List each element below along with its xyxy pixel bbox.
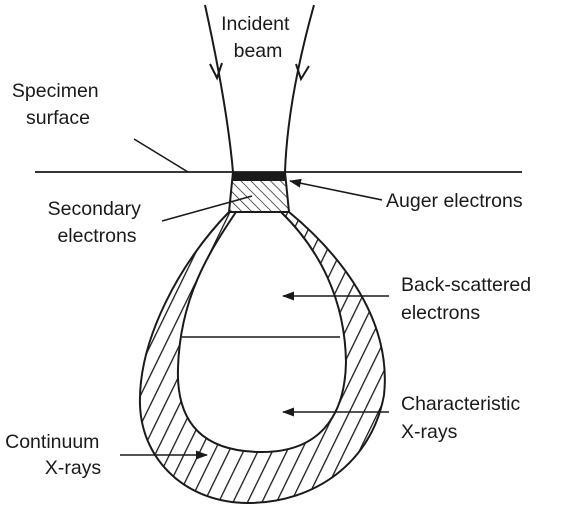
auger-electrons-label: Auger electrons	[386, 190, 523, 212]
incident-beam-label: Incident beam	[221, 13, 295, 62]
auger-electron-layer	[233, 172, 285, 181]
specimen-surface-pointer	[134, 139, 188, 172]
characteristic-xrays-label: Characteristic X-rays	[401, 393, 526, 443]
auger-electrons-pointer	[290, 181, 382, 200]
specimen-surface-label: Specimen surface	[12, 80, 104, 129]
secondary-electrons-label: Secondary electrons	[48, 198, 147, 247]
back-scattered-label: Back-scattered electrons	[401, 274, 536, 324]
continuum-xrays-label: Continuum X-rays	[5, 431, 105, 479]
